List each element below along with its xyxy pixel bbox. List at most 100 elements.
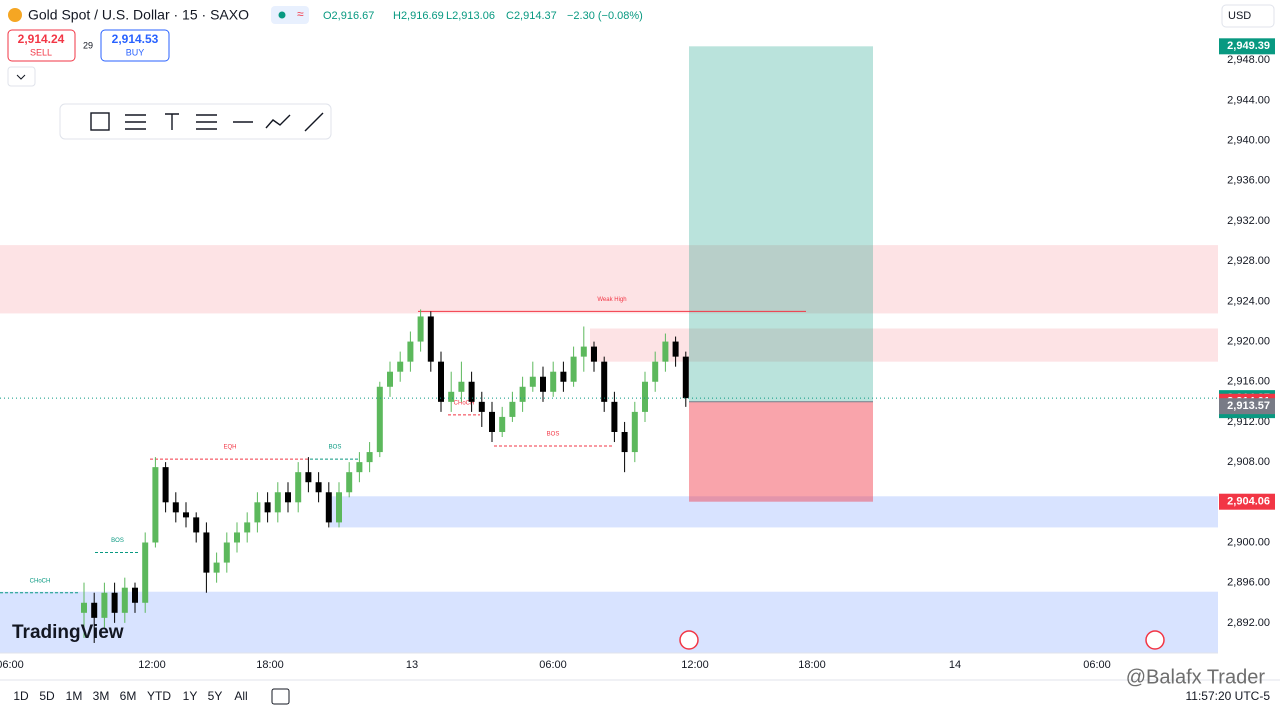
tool-rectangle[interactable] bbox=[90, 112, 110, 131]
x-tick-label: 06:00 bbox=[539, 659, 567, 671]
candle-body bbox=[417, 316, 424, 342]
timeframe[interactable]: 1M bbox=[66, 689, 83, 703]
y-tick-label: 2,936.00 bbox=[1227, 175, 1270, 187]
candle-body bbox=[101, 592, 108, 618]
candle-body bbox=[111, 592, 118, 613]
candle-body bbox=[285, 492, 291, 503]
candle-body bbox=[580, 346, 587, 357]
candle-body bbox=[591, 346, 597, 362]
candle-body bbox=[315, 482, 322, 493]
candle-body bbox=[407, 341, 414, 362]
timeframe[interactable]: 5Y bbox=[208, 689, 223, 703]
axis-bg bbox=[1218, 0, 1280, 680]
timeframe[interactable]: 1D bbox=[13, 689, 29, 703]
x-tick-label: 14 bbox=[949, 659, 961, 671]
x-tick-label: 18:00 bbox=[798, 659, 826, 671]
currency: USD bbox=[1228, 10, 1251, 22]
timeframe[interactable]: 3M bbox=[93, 689, 110, 703]
y-tick-label: 2,892.00 bbox=[1227, 617, 1270, 629]
bottom-bar bbox=[0, 680, 1280, 719]
timeframe[interactable]: 1Y bbox=[183, 689, 198, 703]
candle-body bbox=[305, 472, 312, 483]
candle-body bbox=[468, 381, 475, 402]
tool-position[interactable] bbox=[196, 114, 217, 130]
candle-body bbox=[325, 492, 332, 523]
tool-text[interactable] bbox=[165, 113, 179, 130]
event-flag[interactable] bbox=[1145, 630, 1165, 650]
buy-button[interactable] bbox=[100, 29, 170, 62]
y-tick-label: 2,940.00 bbox=[1227, 135, 1270, 147]
timeframe[interactable]: 6M bbox=[120, 689, 137, 703]
timeframe[interactable]: YTD bbox=[147, 689, 171, 703]
status-dot bbox=[278, 11, 286, 19]
candle-body bbox=[529, 376, 536, 387]
zone bbox=[0, 245, 1218, 314]
candle-body bbox=[254, 502, 261, 523]
drawing-toolbar bbox=[59, 103, 332, 140]
candle-body bbox=[121, 587, 128, 613]
price-tag bbox=[1219, 493, 1275, 510]
y-tick-label: 2,948.00 bbox=[1227, 54, 1270, 66]
ohlc-high: H2,916.69 bbox=[393, 10, 444, 22]
candle-body bbox=[458, 381, 465, 392]
y-tick-label: 2,920.00 bbox=[1227, 335, 1270, 347]
timeframe[interactable]: 5D bbox=[39, 689, 55, 703]
x-tick-label: 12:00 bbox=[138, 659, 166, 671]
candle-body bbox=[682, 356, 689, 399]
annotation-label: CHoCH bbox=[30, 578, 51, 584]
tool-path[interactable] bbox=[265, 114, 291, 129]
candle-body bbox=[223, 542, 230, 563]
candle-body bbox=[152, 467, 159, 543]
candle-body bbox=[244, 522, 251, 533]
candle-body bbox=[132, 587, 138, 603]
sell-button[interactable] bbox=[7, 29, 76, 62]
timeframe[interactable]: All bbox=[234, 689, 247, 703]
candle-body bbox=[509, 401, 516, 417]
collapse-button[interactable] bbox=[7, 66, 36, 87]
candle-body bbox=[346, 472, 353, 493]
spread: 29 bbox=[83, 40, 93, 50]
candle-body bbox=[570, 356, 577, 382]
date-range-icon[interactable] bbox=[271, 688, 290, 705]
candle-body bbox=[427, 316, 434, 362]
event-icon[interactable] bbox=[679, 630, 699, 650]
candle-body bbox=[397, 361, 404, 372]
candle-body bbox=[540, 376, 546, 392]
price-axis: 2,892.002,896.002,900.002,904.002,908.00… bbox=[1218, 0, 1280, 680]
price-tag bbox=[1219, 398, 1275, 415]
candle-body bbox=[642, 381, 648, 412]
annotation-label: BOS bbox=[329, 445, 342, 451]
candle-body bbox=[499, 416, 506, 432]
plot: Weak High EQH BOS CHoCH BOS BOS CHoCH bbox=[0, 46, 1218, 653]
candle-body bbox=[631, 411, 638, 453]
candle-body bbox=[652, 361, 659, 382]
candle-body bbox=[193, 517, 200, 533]
status[interactable] bbox=[271, 6, 309, 24]
candle-body bbox=[601, 361, 608, 402]
candle-body bbox=[295, 472, 302, 503]
x-tick-label: 13 bbox=[406, 659, 418, 671]
ohlc-close: C2,914.37 bbox=[506, 10, 557, 22]
candle-body bbox=[519, 386, 526, 402]
currency-button[interactable] bbox=[1221, 4, 1275, 28]
candle-body bbox=[91, 602, 98, 618]
candle-body bbox=[213, 562, 220, 573]
symbol[interactable]: Gold Spot / U.S. Dollar · 15 · SAXO bbox=[28, 7, 249, 23]
symbol-icon bbox=[8, 8, 22, 22]
candle-body bbox=[611, 401, 618, 432]
candle-body bbox=[203, 532, 210, 573]
zone bbox=[0, 591, 1218, 653]
price-tag-label: 2,904.06 bbox=[1227, 496, 1270, 508]
candle-body bbox=[172, 502, 179, 513]
status-wave: ≈ bbox=[297, 7, 304, 21]
annotation-label: BOS bbox=[111, 538, 124, 544]
candle-body bbox=[264, 502, 271, 513]
candle-body bbox=[672, 341, 679, 357]
tool-trend[interactable] bbox=[304, 112, 324, 132]
tool-fib[interactable] bbox=[125, 114, 146, 130]
candle-body bbox=[489, 411, 495, 432]
candle-body bbox=[376, 386, 383, 453]
change: −2.30 (−0.08%) bbox=[567, 10, 643, 22]
y-tick-label: 2,932.00 bbox=[1227, 215, 1270, 227]
